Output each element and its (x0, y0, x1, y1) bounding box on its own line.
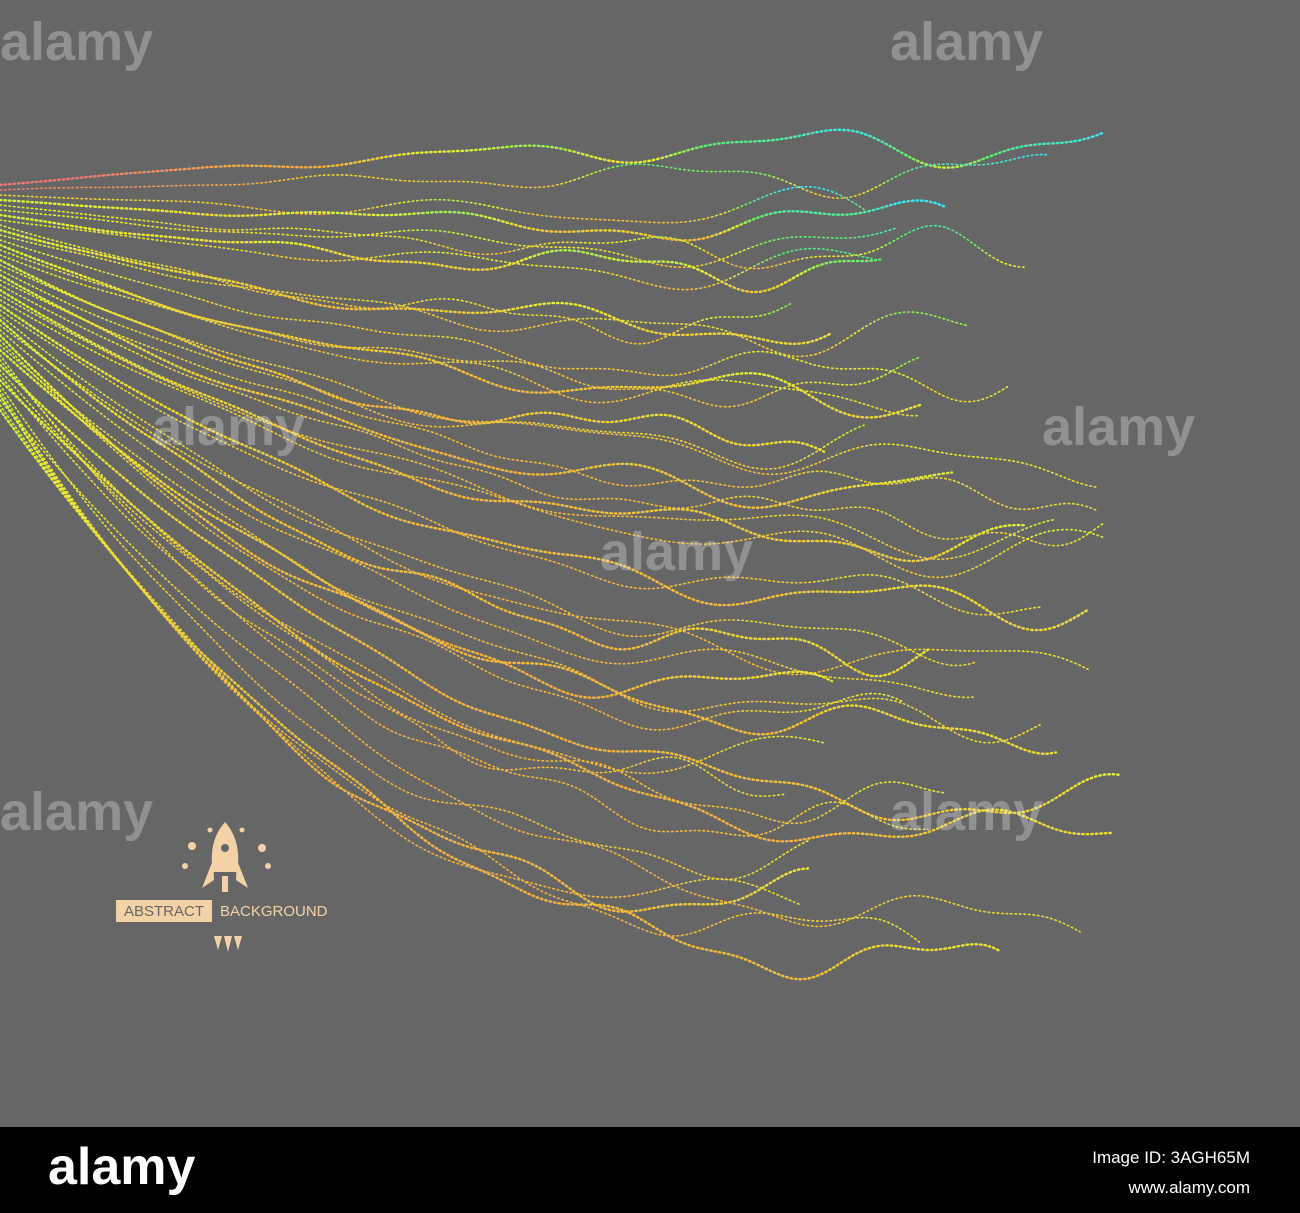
wave-strand (0, 128, 1106, 187)
badge-box (116, 900, 212, 922)
watermark: alamy (890, 782, 1043, 842)
wave-strand (0, 324, 1089, 676)
wave-strand (0, 213, 882, 294)
pen-icons (214, 936, 242, 952)
wave-strand (0, 374, 929, 837)
wave-strand (0, 204, 1025, 270)
wave-strand (0, 153, 1049, 200)
wave-strand (0, 399, 1081, 933)
watermark: alamy (600, 522, 753, 582)
wave-strand (0, 254, 921, 417)
wave-strand (0, 339, 905, 731)
wave-strand (0, 224, 793, 345)
image-id: Image ID: 3AGH65M (1092, 1148, 1250, 1167)
watermark: alamy (0, 12, 153, 72)
wave-strand (0, 314, 977, 667)
wave-strand (0, 294, 1057, 561)
wave-strand (0, 249, 921, 408)
wave-strand (0, 279, 1097, 511)
wave-strand (0, 284, 1105, 547)
footer-logo: alamy (48, 1138, 196, 1196)
wave-strand (0, 209, 897, 269)
wave-strand (0, 269, 865, 470)
watermark: alamy (0, 782, 153, 842)
watermark: alamy (152, 397, 305, 457)
wave-strand (0, 273, 954, 509)
badge-left: ABSTRACT (124, 903, 204, 920)
wave-strand (0, 384, 809, 881)
wave-strand (0, 348, 1058, 756)
wave-strand (0, 239, 1009, 403)
rocket-icon (182, 822, 271, 892)
wave-strand (0, 234, 969, 358)
wave-strand (0, 303, 1090, 632)
wave-strand (0, 219, 873, 291)
wave-strand (0, 408, 1002, 981)
wave-strand (0, 299, 1105, 579)
wave-strand (0, 264, 1097, 488)
watermarks: alamy alamy alamy alamy alamy alamy alam… (0, 12, 1195, 842)
wave-strand (0, 309, 1041, 616)
watermark: alamy (1042, 397, 1195, 457)
wave-strand (0, 404, 921, 944)
wave-strands (0, 128, 1122, 981)
wave-strand (0, 378, 1114, 843)
watermark: alamy (890, 12, 1043, 72)
site-url: www.alamy.com (1127, 1178, 1250, 1197)
wave-strand (0, 363, 1122, 822)
wave-strand (0, 198, 946, 242)
wave-strand (0, 329, 977, 699)
footer-bar (0, 1127, 1300, 1213)
wave-strand (0, 344, 1041, 744)
badge-right: BACKGROUND (220, 903, 328, 920)
wave-strand (0, 185, 865, 224)
wave-strand (0, 354, 785, 798)
